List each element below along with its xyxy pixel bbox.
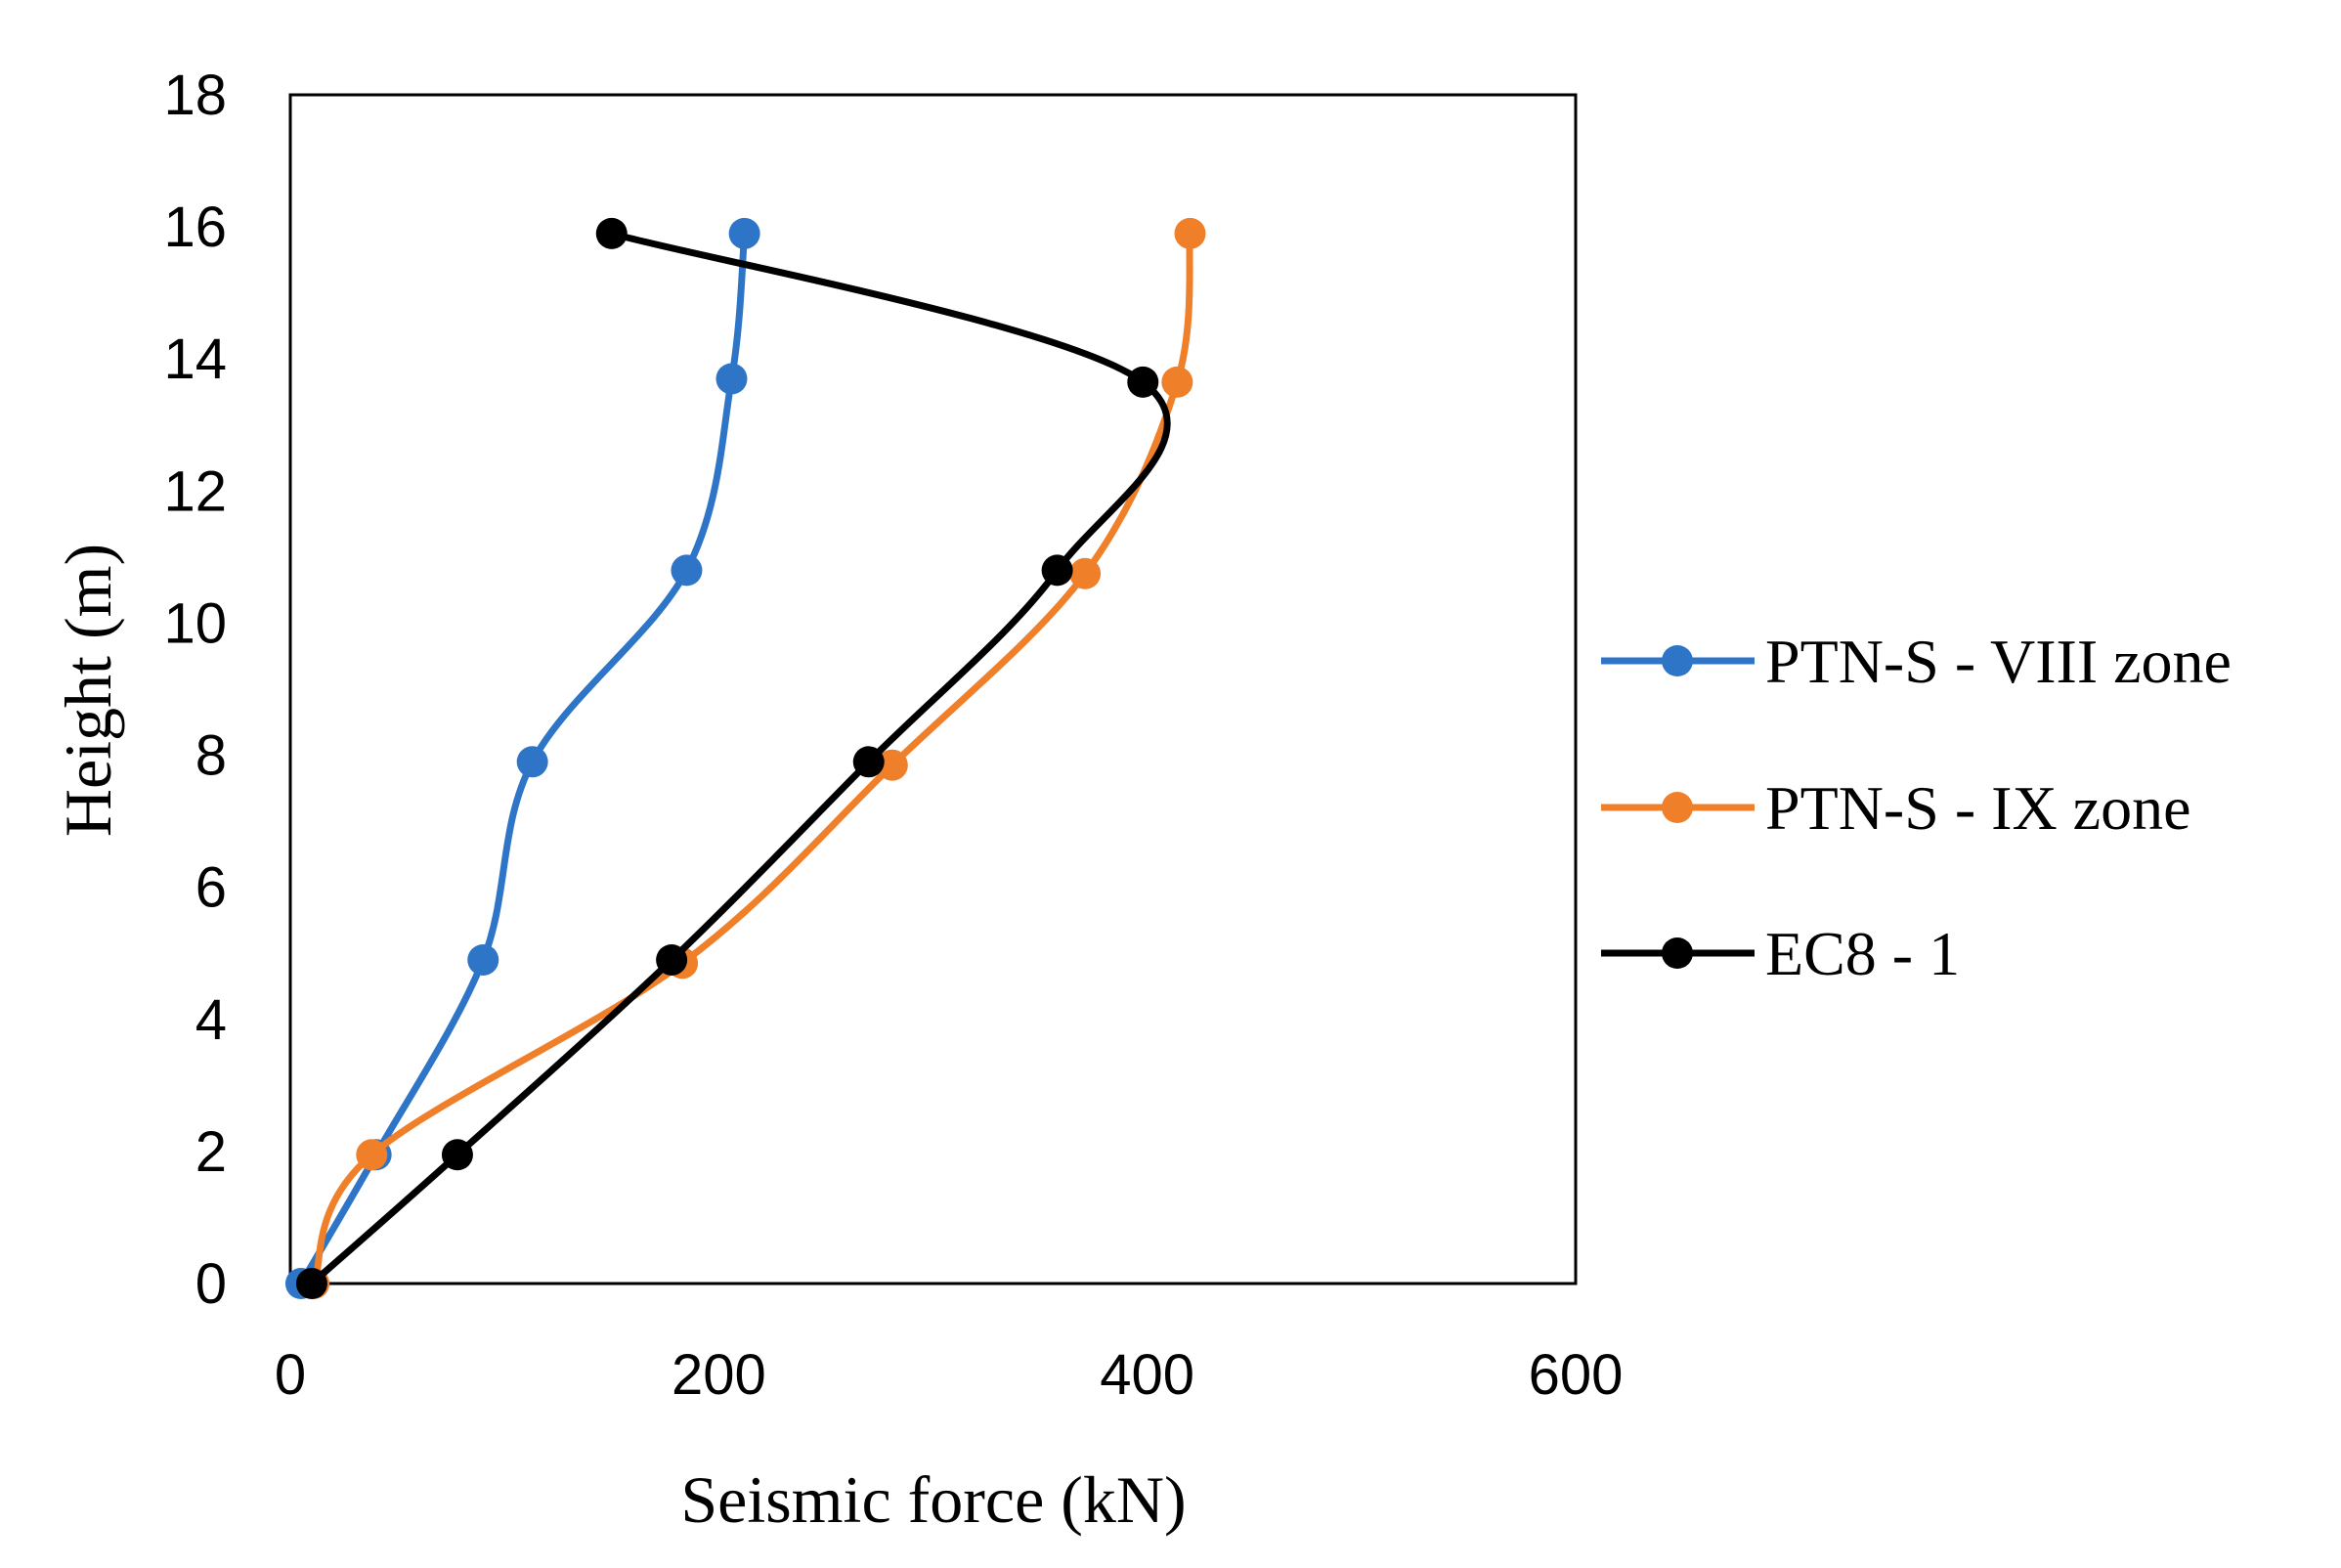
- data-point: [441, 1139, 473, 1171]
- y-tick-label: 10: [163, 591, 227, 655]
- data-point: [715, 363, 748, 395]
- legend-marker: [1662, 937, 1693, 969]
- data-point: [1069, 557, 1102, 589]
- data-point: [467, 943, 499, 976]
- x-tick-label: 400: [1100, 1343, 1194, 1407]
- y-tick-label: 2: [195, 1120, 227, 1184]
- data-point: [876, 749, 908, 781]
- series-line: [310, 230, 1193, 1287]
- legend-marker: [1662, 645, 1693, 676]
- legend-item: PTN-S - VIII zone: [1601, 627, 2232, 696]
- y-tick-label: 18: [163, 64, 227, 127]
- data-point: [295, 1268, 327, 1299]
- data-point: [671, 554, 703, 587]
- series-layer: [284, 217, 1206, 1299]
- legend: PTN-S - VIII zone PTN-S - IX zone EC8 - 1: [1601, 627, 2232, 988]
- y-tick-labels: 0 2 4 6 8 10 12 14 16 18: [163, 64, 227, 1316]
- data-point: [516, 746, 548, 778]
- data-point: [1161, 366, 1193, 398]
- legend-item: PTN-S - IX zone: [1601, 773, 2190, 843]
- data-point: [656, 943, 688, 976]
- x-tick-label: 600: [1529, 1343, 1624, 1407]
- y-tick-label: 8: [195, 724, 227, 788]
- x-tick-label: 200: [672, 1343, 766, 1407]
- data-point: [728, 217, 760, 249]
- y-tick-label: 0: [195, 1252, 227, 1316]
- y-tick-label: 12: [163, 459, 227, 523]
- x-tick-label: 0: [275, 1343, 306, 1407]
- legend-label: EC8 - 1: [1765, 919, 1960, 988]
- y-tick-label: 4: [195, 988, 227, 1052]
- y-tick-label: 14: [163, 327, 227, 391]
- data-point: [852, 746, 885, 778]
- legend-label: PTN-S - VIII zone: [1765, 627, 2232, 696]
- series-ec8-1: [295, 217, 1171, 1299]
- data-point: [1127, 366, 1159, 398]
- data-point: [1174, 217, 1206, 249]
- legend-label: PTN-S - IX zone: [1765, 773, 2190, 843]
- y-tick-label: 16: [163, 196, 227, 259]
- data-point: [356, 1139, 388, 1171]
- series-ptn-s-viii-zone: [284, 217, 760, 1299]
- series-line: [308, 230, 1171, 1287]
- y-tick-label: 6: [195, 856, 227, 920]
- x-tick-labels: 0 200 400 600: [275, 1343, 1624, 1407]
- plot-area-frame: [288, 93, 1578, 1285]
- legend-item: EC8 - 1: [1601, 919, 1960, 988]
- y-axis-title: Height (m): [51, 544, 125, 837]
- data-point: [1041, 554, 1073, 587]
- x-axis-title: Seismic force (kN): [680, 1462, 1186, 1537]
- series-ptn-s-ix-zone: [298, 217, 1206, 1299]
- data-point: [595, 217, 628, 249]
- legend-marker: [1662, 792, 1693, 823]
